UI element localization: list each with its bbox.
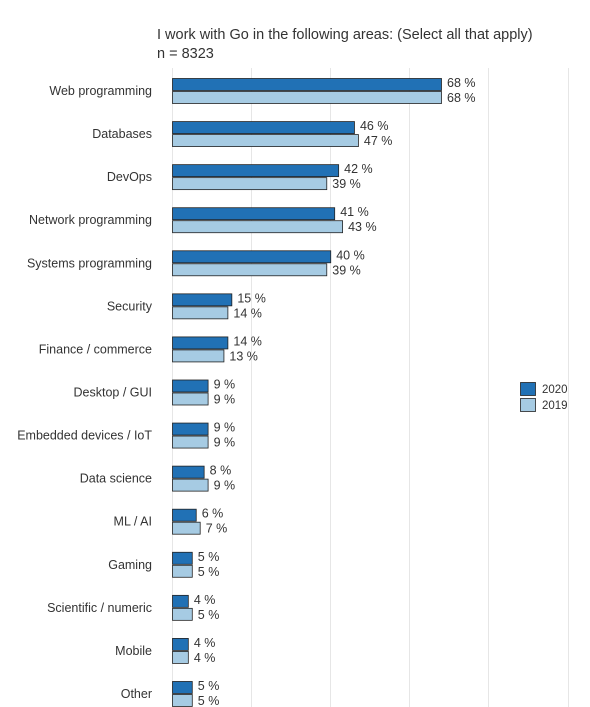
bar-2020: [172, 551, 193, 565]
bar-2020: [172, 164, 340, 178]
bar-2019: [172, 177, 328, 191]
category-label: Databases: [92, 127, 152, 141]
value-label-2020: 15 %: [237, 291, 266, 305]
category-label: ML / AI: [114, 515, 152, 529]
value-label-2020: 4 %: [194, 636, 216, 650]
bar-2020: [172, 121, 355, 134]
bar-2019: [172, 91, 442, 104]
category-label: Web programming: [49, 84, 152, 98]
value-label-2019: 9 %: [214, 479, 236, 493]
value-label-2019: 13 %: [229, 349, 257, 363]
bar-2019: [172, 651, 189, 664]
legend-label-2020: 2020: [542, 384, 568, 396]
value-label-2019: 4 %: [194, 651, 216, 665]
category-label: Data science: [80, 472, 152, 486]
value-label-2020: 46 %: [360, 119, 389, 133]
value-label-2020: 40 %: [336, 248, 365, 262]
bar-2019: [172, 478, 209, 492]
bar-2019: [172, 134, 359, 147]
value-label-2020: 14 %: [233, 334, 262, 348]
bar-2019: [172, 220, 344, 234]
value-label-2020: 8 %: [210, 464, 232, 478]
category-label: Other: [121, 687, 152, 701]
bar-2019: [172, 607, 193, 621]
category-label: Embedded devices / IoT: [17, 429, 152, 443]
bar-2020: [172, 638, 189, 651]
legend-label-2019: 2019: [542, 400, 568, 412]
value-label-2019: 47 %: [364, 134, 393, 148]
bar-2019: [172, 349, 225, 363]
value-label-2020: 68 %: [447, 76, 476, 90]
value-label-2019: 5 %: [198, 608, 220, 622]
bar-2020: [172, 293, 233, 307]
category-label: Network programming: [29, 213, 152, 227]
bar-2020: [172, 379, 209, 393]
chart-subtitle: n = 8323: [157, 46, 214, 62]
value-label-2020: 6 %: [202, 507, 224, 521]
value-label-2020: 42 %: [344, 162, 373, 176]
bar-2020: [172, 422, 209, 436]
value-label-2020: 9 %: [214, 377, 236, 391]
value-label-2019: 5 %: [198, 694, 220, 707]
value-label-2019: 39 %: [332, 177, 361, 191]
value-label-2020: 5 %: [198, 679, 220, 693]
bar-2019: [172, 521, 201, 535]
bar-2020: [172, 594, 189, 608]
value-label-2019: 43 %: [348, 220, 377, 234]
value-label-2020: 9 %: [214, 421, 236, 435]
value-label-2019: 68 %: [447, 91, 476, 105]
bar-2019: [172, 392, 209, 406]
bar-2019: [172, 694, 193, 707]
category-label: Mobile: [115, 644, 152, 658]
value-label-2019: 5 %: [198, 565, 220, 579]
bar-2020: [172, 508, 197, 522]
bar-2020: [172, 465, 205, 479]
value-label-2020: 41 %: [340, 205, 369, 219]
bar-2019: [172, 263, 328, 277]
bar-2020: [172, 207, 336, 221]
value-label-2019: 14 %: [233, 306, 262, 320]
category-label: Desktop / GUI: [74, 385, 153, 399]
bar-2020: [172, 336, 229, 350]
legend-swatch-2020: [520, 382, 536, 396]
category-label: Gaming: [108, 558, 152, 572]
value-label-2020: 4 %: [194, 593, 216, 607]
bar-2019: [172, 435, 209, 449]
value-label-2020: 5 %: [198, 550, 220, 564]
bar-2020: [172, 78, 442, 91]
chart-title: I work with Go in the following areas: (…: [157, 27, 533, 43]
value-label-2019: 7 %: [206, 522, 228, 536]
legend-swatch-2019: [520, 398, 536, 412]
bar-2019: [172, 306, 229, 320]
category-label: DevOps: [107, 170, 152, 184]
bar-2020: [172, 681, 193, 694]
value-label-2019: 9 %: [214, 436, 236, 450]
category-label: Scientific / numeric: [47, 601, 152, 615]
bars-group: Web programming 68 %68 % Databases 46 %47 %…: [17, 76, 475, 707]
value-label-2019: 9 %: [214, 392, 236, 406]
category-label: Finance / commerce: [39, 342, 152, 356]
category-label: Systems programming: [27, 256, 152, 270]
bar-2020: [172, 250, 332, 264]
category-label: Security: [107, 299, 153, 313]
value-label-2019: 39 %: [332, 263, 361, 277]
legend: 2020 2019: [520, 382, 568, 412]
bar-2019: [172, 564, 193, 578]
